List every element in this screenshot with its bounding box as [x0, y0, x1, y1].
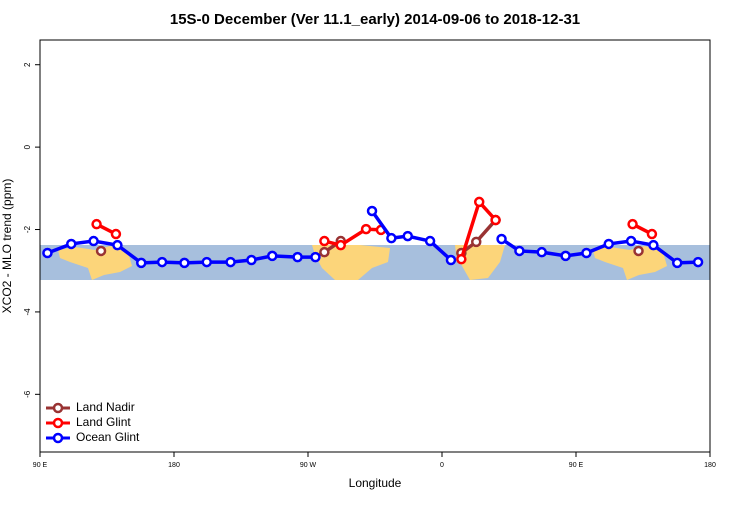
data-point	[91, 218, 102, 230]
plot-frame	[39, 39, 711, 453]
data-point	[310, 251, 321, 263]
legend-marker	[52, 417, 64, 429]
y-tick-label: 2	[23, 62, 32, 67]
chart-title: 15S-0 December (Ver 11.1_early) 2014-09-…	[170, 11, 580, 28]
data-point	[456, 253, 467, 265]
data-point	[386, 232, 397, 244]
legend-marker	[52, 432, 64, 444]
land	[312, 245, 390, 280]
x-tick-label: 0	[440, 462, 444, 469]
x-tick-label: 180	[168, 462, 180, 469]
data-point	[88, 235, 99, 247]
data-point	[603, 238, 615, 250]
x-tick-label: 90 E	[569, 462, 584, 469]
data-point	[112, 239, 123, 251]
data-point	[470, 236, 482, 248]
y-tick-label: -6	[23, 390, 32, 398]
data-point	[135, 257, 147, 269]
y-tick-label: -2	[23, 225, 32, 233]
data-point	[201, 256, 213, 268]
data-point	[267, 250, 278, 262]
data-point	[671, 257, 683, 269]
data-point	[225, 256, 236, 268]
series-line	[95, 198, 653, 260]
x-tick-label: 180	[704, 462, 716, 469]
data-point	[156, 256, 168, 268]
data-point	[514, 245, 525, 257]
data-point	[648, 239, 659, 251]
data-point	[496, 233, 507, 245]
data-point	[560, 250, 571, 262]
data-point	[692, 256, 704, 268]
land	[455, 245, 505, 280]
x-tick-label: 90 E	[33, 462, 48, 469]
data-point	[366, 205, 378, 217]
x-axis-label: Longitude	[349, 476, 402, 490]
data-point	[179, 257, 190, 269]
data-point	[402, 230, 414, 242]
data-point	[110, 228, 122, 240]
data-point	[42, 247, 53, 259]
data-point	[627, 218, 638, 230]
data-point	[424, 235, 436, 247]
data-point	[95, 245, 107, 257]
legend-marker	[52, 402, 64, 414]
land	[58, 246, 132, 280]
data-point	[335, 239, 347, 251]
data-point	[633, 245, 644, 257]
data-point	[581, 247, 592, 259]
legend-label: Land Glint	[76, 415, 131, 429]
y-axis-label: XCO2 - MLO trend (ppm)	[0, 179, 14, 314]
data-point	[536, 246, 548, 258]
data-point	[360, 223, 372, 235]
data-point	[319, 246, 330, 258]
data-point	[292, 251, 303, 263]
y-tick-label: -4	[23, 308, 32, 316]
legend-label: Ocean Glint	[76, 430, 140, 444]
land	[593, 246, 667, 280]
data-point	[490, 214, 501, 226]
data-point	[625, 235, 637, 247]
x-tick-label: 90 W	[300, 462, 317, 469]
data-point	[473, 196, 485, 208]
data-point	[246, 254, 257, 266]
data-point	[646, 228, 658, 240]
legend-label: Land Nadir	[76, 400, 135, 414]
data-point	[445, 254, 457, 266]
data-point	[319, 235, 330, 247]
y-tick-label: 0	[23, 144, 32, 149]
data-point	[66, 238, 77, 250]
